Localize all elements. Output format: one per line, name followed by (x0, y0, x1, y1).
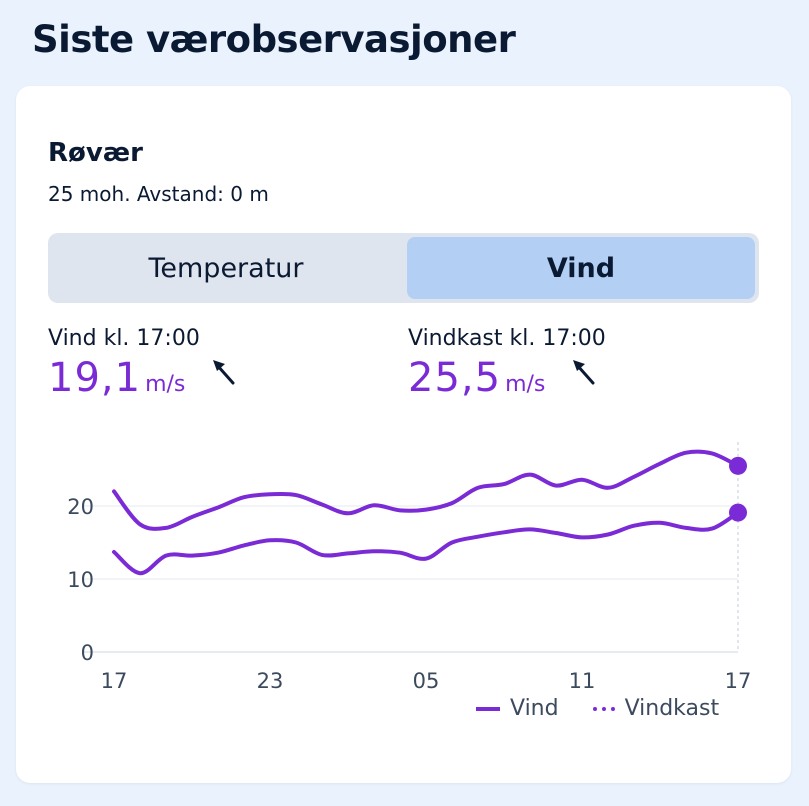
gust-label: Vindkast kl. 17:00 (408, 326, 606, 351)
chart-legend: Vind Vindkast (476, 696, 719, 721)
x-tick-label: 23 (257, 669, 284, 693)
legend-label-vind: Vind (510, 696, 559, 721)
x-tick-label: 17 (101, 669, 128, 693)
x-tick-label: 17 (725, 669, 752, 693)
y-tick-label: 20 (67, 495, 94, 519)
wind-unit: m/s (145, 372, 186, 397)
series-line-vind (112, 510, 740, 576)
gust-unit: m/s (505, 372, 546, 397)
arrow-northwest-icon (573, 360, 595, 385)
series-endpoint-vind (729, 503, 747, 522)
legend-swatch-dotted (592, 706, 615, 711)
station-name: Røvær (48, 138, 143, 168)
station-meta: 25 moh. Avstand: 0 m (48, 182, 269, 206)
x-tick-label: 05 (413, 669, 440, 693)
x-tick-label: 11 (569, 669, 596, 693)
legend-label-vindkast: Vindkast (624, 696, 720, 721)
tab-temperatur[interactable]: Temperatur (148, 252, 304, 284)
page-title: Siste værobservasjoner (32, 18, 516, 61)
legend-item-vind: Vind (476, 696, 559, 721)
gust-value: 25,5 (408, 355, 502, 401)
gust-observation: Vindkast kl. 17:00 25,5 m/s (408, 326, 606, 401)
series-line-vindkast (112, 449, 740, 531)
y-tick-label: 10 (67, 568, 94, 592)
legend-swatch-solid (476, 706, 500, 711)
series-endpoint-vindkast (729, 456, 747, 475)
observation-card: Røvær 25 moh. Avstand: 0 m Temperatur Vi… (16, 86, 791, 783)
wind-observation: Vind kl. 17:00 19,1 m/s (48, 326, 237, 401)
wind-label: Vind kl. 17:00 (48, 326, 200, 351)
wind-chart: 0 10 20 17 23 05 11 17 (67, 442, 752, 693)
wind-value: 19,1 (48, 355, 142, 401)
arrow-northwest-icon (213, 360, 235, 385)
tab-vind[interactable]: Vind (407, 237, 755, 299)
tab-bar: Temperatur Vind (48, 233, 759, 303)
legend-item-vindkast: Vindkast (592, 696, 720, 721)
y-tick-label: 0 (81, 641, 94, 665)
